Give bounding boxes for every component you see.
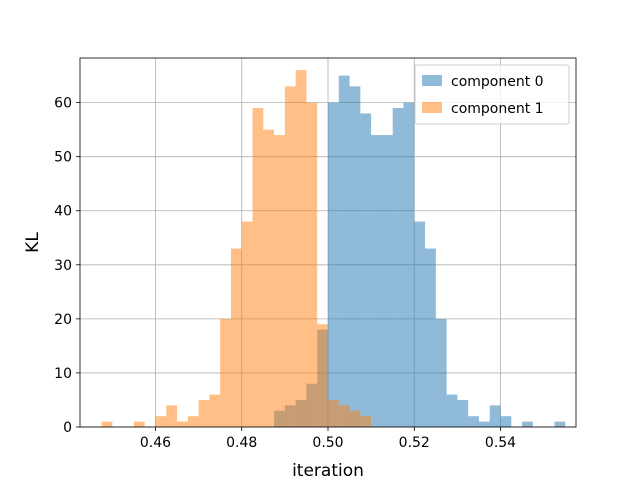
x-tick-label: 0.50 [312,435,343,451]
histogram-bar-component-0 [360,113,372,428]
y-tick-label: 10 [54,366,72,382]
histogram-bar-component-1 [263,129,275,427]
histogram-bar-component-1 [284,86,296,427]
histogram-bar-component-0 [371,135,382,428]
histogram-bar-component-0 [478,421,490,427]
y-tick-label: 40 [54,204,72,220]
histogram-bar-component-1 [306,102,318,427]
legend-swatch-component-0 [422,75,442,86]
histogram-bar-component-1 [230,248,242,427]
histogram-bar-component-0 [328,102,339,427]
histogram-bar-component-1 [349,410,361,427]
y-tick-label: 60 [54,96,72,112]
histogram-bar-component-0 [338,75,350,428]
histogram-bar-component-1 [328,399,339,427]
histogram-bar-component-1 [338,405,350,427]
histogram-bar-component-0 [435,318,447,427]
y-axis-label: KL [23,232,43,253]
histogram-bar-component-1 [155,416,167,427]
legend-label-component-0: component 0 [451,74,544,90]
histogram-bar-component-0 [446,394,458,427]
histogram-bar-component-1 [274,135,285,428]
histogram-bar-component-0 [349,86,361,427]
histogram-bar-component-0 [414,221,426,427]
histogram-bar-component-0 [500,416,512,427]
histogram-bar-component-1 [177,421,188,427]
histogram-bar-component-1 [241,221,253,427]
histogram-bar-component-0 [554,421,566,427]
histogram-bar-component-0 [522,421,533,427]
histogram-bar-component-1 [295,70,307,428]
y-tick-label: 20 [54,312,72,328]
histogram-bar-component-0 [457,399,469,427]
histogram-bar-component-0 [381,135,393,428]
y-tick-label: 30 [54,258,72,274]
x-axis-label: iteration [292,461,364,480]
histogram-bar-component-1 [133,421,145,427]
histogram-bar-component-1 [317,324,328,427]
histogram-bar-component-0 [403,102,415,427]
histogram-bar-component-1 [360,416,372,427]
histogram-bar-component-0 [489,405,501,427]
histogram-bar-component-0 [425,248,436,427]
histogram-bar-component-1 [187,416,199,427]
histogram-bar-component-1 [198,399,210,427]
histogram-bar-component-1 [252,108,264,427]
axis-ticks: 0.46 0.48 0.50 0.52 0.54 0 10 20 30 40 50 60 [54,96,516,451]
histogram-bars [101,70,566,428]
legend-box [414,64,570,125]
legend-label-component-1: component 1 [451,101,544,117]
x-tick-label: 0.54 [485,435,516,451]
x-tick-label: 0.46 [140,435,171,451]
histogram-bar-component-1 [220,318,231,427]
x-tick-label: 0.52 [399,435,430,451]
histogram-bar-component-0 [468,416,479,427]
histogram-bar-component-1 [101,421,113,427]
y-tick-label: 50 [54,150,72,166]
legend: component 0 component 1 [414,64,570,125]
histogram-bar-component-0 [392,108,404,427]
x-tick-label: 0.48 [226,435,257,451]
legend-swatch-component-1 [422,102,442,113]
histogram-bar-component-1 [209,394,221,427]
histogram-bar-component-1 [166,405,178,427]
y-tick-label: 0 [63,420,72,436]
